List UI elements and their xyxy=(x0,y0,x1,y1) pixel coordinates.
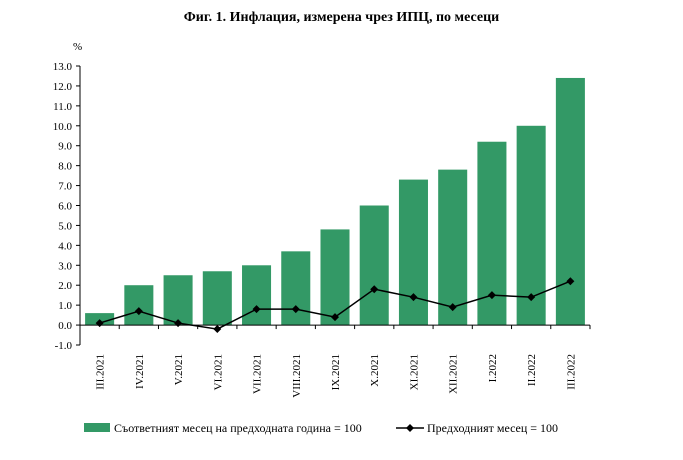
line-series xyxy=(95,277,575,334)
x-tick-label: XII.2021 xyxy=(448,354,460,394)
legend-marker-line xyxy=(406,424,414,432)
chart-title: Фиг. 1. Инфлация, измерена чрез ИПЦ, по … xyxy=(183,10,500,25)
x-tick-label: I.2022 xyxy=(487,354,499,382)
line-point xyxy=(213,325,222,334)
y-tick-label: 11.0 xyxy=(53,101,72,113)
x-tick-label: II.2022 xyxy=(526,354,538,386)
legend-label-line: Предходният месец = 100 xyxy=(427,421,558,435)
bar xyxy=(163,275,193,326)
x-tick-label: IX.2021 xyxy=(330,354,342,390)
line-point xyxy=(409,293,418,302)
x-tick-label: VI.2021 xyxy=(212,354,224,390)
x-tick-label: VII.2021 xyxy=(252,354,264,394)
y-tick-label: 8.0 xyxy=(58,161,72,173)
line-point xyxy=(174,319,183,328)
y-tick-label: 1.0 xyxy=(58,300,72,312)
bar xyxy=(242,265,272,326)
bar xyxy=(516,125,546,326)
line-point xyxy=(252,305,261,314)
line-point xyxy=(566,277,575,286)
y-axis: -1.0 0.0 1.0 2.0 3.0 4.0 5.0 6.0 7.0 8.0 9.0 10.0 11… xyxy=(53,61,80,352)
line-point xyxy=(527,293,536,302)
y-tick-label: 5.0 xyxy=(58,220,72,232)
bar xyxy=(202,271,232,326)
x-tick-label: XI.2021 xyxy=(408,354,420,390)
y-tick-label: 4.0 xyxy=(58,240,72,252)
legend-swatch-bars xyxy=(84,423,110,432)
line-point xyxy=(370,285,379,294)
legend-label-bars: Съответният месец на предходната година … xyxy=(114,421,362,435)
line-point xyxy=(487,291,496,300)
line-point xyxy=(291,305,300,314)
y-tick-label: 0.0 xyxy=(58,320,72,332)
x-tick-label: X.2021 xyxy=(369,354,381,387)
x-tick-label: III.2022 xyxy=(565,354,577,390)
y-tick-label: 9.0 xyxy=(58,141,72,153)
y-tick-label: 12.0 xyxy=(53,81,73,93)
line-point xyxy=(331,313,339,322)
y-tick-label: 7.0 xyxy=(58,181,72,193)
line-point xyxy=(95,319,104,328)
bar xyxy=(438,169,468,326)
bar xyxy=(555,77,585,326)
bar xyxy=(320,229,350,326)
y-tick-label: -1.0 xyxy=(55,340,73,352)
line-point xyxy=(448,303,457,312)
y-tick-label: 6.0 xyxy=(58,201,72,213)
y-tick-label: 3.0 xyxy=(58,260,72,272)
y-tick-label: 13.0 xyxy=(53,61,73,73)
y-axis-unit: % xyxy=(73,41,82,53)
x-tick-label: III.2021 xyxy=(95,354,107,390)
bar-series xyxy=(85,77,585,326)
line-point xyxy=(134,307,143,316)
x-tick-label: VIII.2021 xyxy=(291,354,303,398)
bar xyxy=(124,285,154,326)
x-axis: III.2021 IV.2021 V.2021 VI.2021 VII.2021 VIII… xyxy=(79,325,591,398)
bar xyxy=(281,251,311,326)
x-tick-label: V.2021 xyxy=(173,354,185,385)
y-tick-label: 2.0 xyxy=(58,280,72,292)
legend: Съответният месец на предходната година … xyxy=(84,421,558,435)
y-tick-label: 10.0 xyxy=(53,121,73,133)
bar xyxy=(398,179,428,326)
x-tick-label: IV.2021 xyxy=(134,354,146,389)
bar xyxy=(359,205,389,326)
